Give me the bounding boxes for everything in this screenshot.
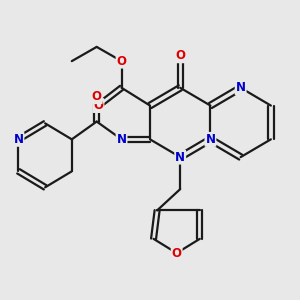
- Text: N: N: [236, 81, 246, 94]
- Text: O: O: [175, 49, 185, 62]
- Text: O: O: [92, 90, 102, 103]
- Text: O: O: [172, 247, 182, 260]
- Text: O: O: [117, 55, 127, 68]
- Text: N: N: [175, 151, 185, 164]
- Text: O: O: [94, 99, 103, 112]
- Text: N: N: [14, 133, 23, 146]
- Text: N: N: [206, 133, 215, 146]
- Text: N: N: [117, 133, 127, 146]
